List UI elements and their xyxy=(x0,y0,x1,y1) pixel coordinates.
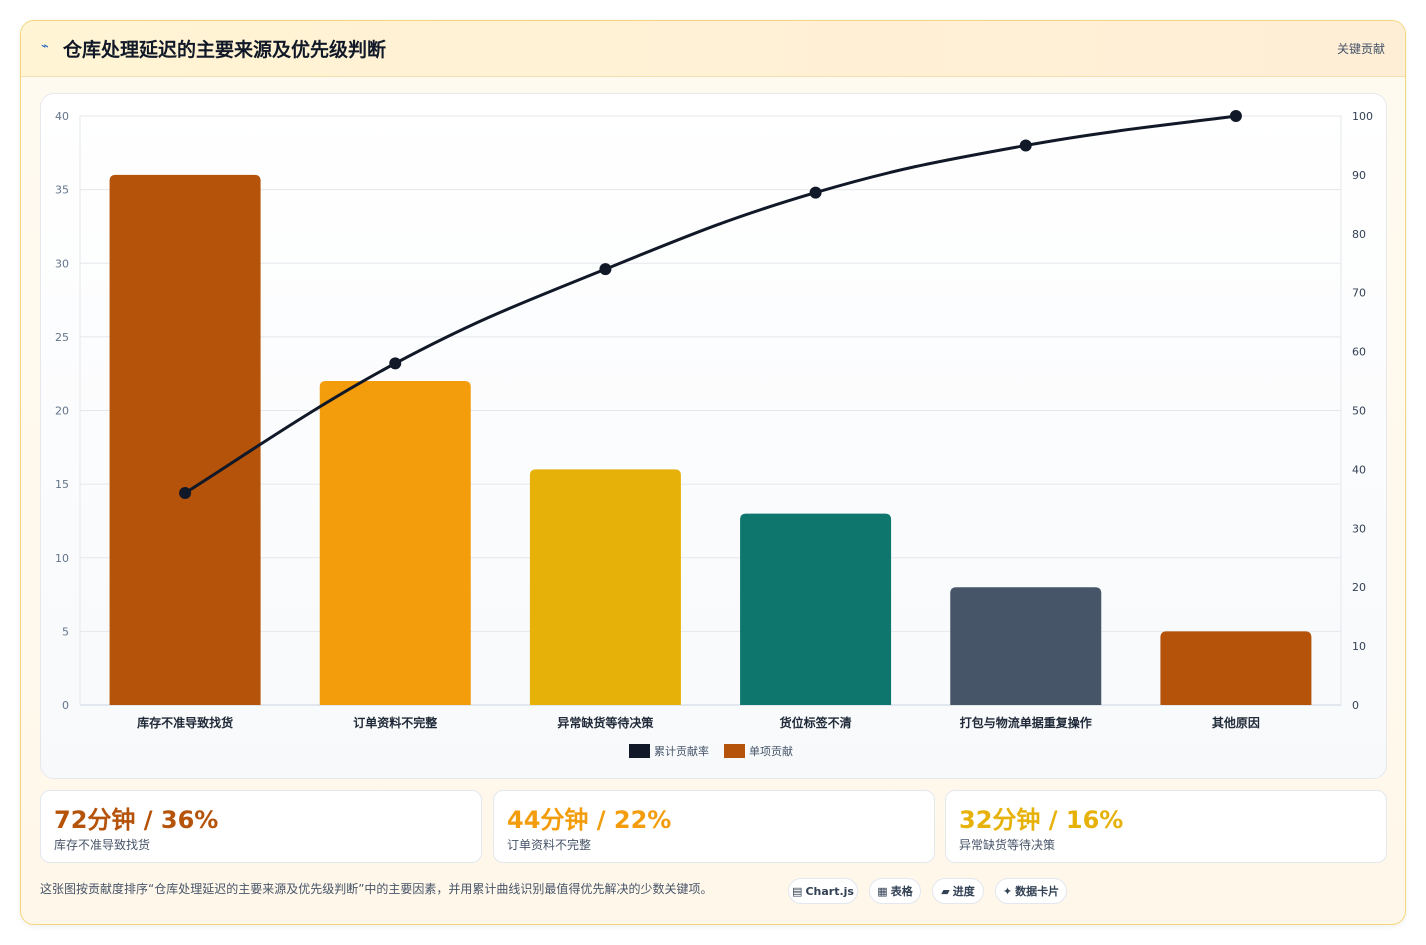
line-point xyxy=(389,357,402,370)
legend-swatch xyxy=(629,744,650,758)
stat-label: 库存不准导致找货 xyxy=(54,838,151,852)
chip-label: 数据卡片 xyxy=(1015,885,1060,898)
pareto-chart: 0 5 10 15 20 25 30 35 40 0 10 20 30 40 50 60 70 80 90 100 库存… xyxy=(55,110,1373,758)
y2-tick-label: 30 xyxy=(1352,522,1366,535)
bar xyxy=(1160,631,1312,705)
stat-value: 72分钟 / 36% xyxy=(54,806,219,834)
sparkle-icon: ✦ xyxy=(1002,884,1013,898)
table-icon: ▦ xyxy=(877,884,888,898)
progress-icon: ▰ xyxy=(941,884,950,898)
y2-tick-label: 50 xyxy=(1352,405,1366,418)
bar xyxy=(740,513,892,705)
y2-tick-label: 10 xyxy=(1352,640,1366,653)
stat-label: 异常缺货等待决策 xyxy=(959,838,1056,852)
y-tick-label: 35 xyxy=(55,184,69,197)
x-tick-label: 其他原因 xyxy=(1212,715,1260,730)
y2-tick-label: 70 xyxy=(1352,287,1366,300)
bar xyxy=(950,587,1102,705)
y2-tick-label: 0 xyxy=(1352,699,1359,712)
chip-label: 表格 xyxy=(890,885,913,898)
chip-data-card[interactable]: ✦ 数据卡片 xyxy=(995,878,1067,904)
y2-tick-label: 100 xyxy=(1352,110,1373,123)
chart-icon: ▤ xyxy=(792,884,803,898)
y-tick-label: 10 xyxy=(55,552,69,565)
stat-label: 订单资料不完整 xyxy=(507,838,592,852)
y-tick-label: 40 xyxy=(55,110,69,123)
footnote: 这张图按贡献度排序“仓库处理延迟的主要来源及优先级判断”中的主要因素，并用累计曲… xyxy=(40,882,713,896)
line-point xyxy=(179,486,192,499)
line-point xyxy=(599,263,612,276)
chip-chartjs[interactable]: ▤ Chart.js xyxy=(788,878,858,904)
x-tick-label: 打包与物流单据重复操作 xyxy=(960,715,1092,730)
header-right-label: 关键贡献 xyxy=(1336,42,1385,56)
y-tick-label: 20 xyxy=(55,405,69,418)
dashboard-card: ⌁ 仓库处理延迟的主要来源及优先级判断 关键贡献 0 5 10 15 20 25 30 35 4… xyxy=(20,20,1406,925)
stat-card-1: 72分钟 / 36% 库存不准导致找货 xyxy=(40,790,482,863)
y-tick-label: 15 xyxy=(55,478,69,491)
bar xyxy=(529,469,681,705)
y-tick-label: 30 xyxy=(55,257,69,270)
x-tick-label: 订单资料不完整 xyxy=(353,715,437,730)
y2-tick-label: 80 xyxy=(1352,228,1366,241)
chip-progress[interactable]: ▰ 进度 xyxy=(932,878,984,904)
legend-swatch xyxy=(724,744,745,758)
stat-value: 44分钟 / 22% xyxy=(507,806,672,834)
y2-tick-label: 60 xyxy=(1352,346,1366,359)
y2-tick-label: 40 xyxy=(1352,463,1366,476)
line-point xyxy=(809,186,822,199)
chip-label: Chart.js xyxy=(805,884,854,898)
legend-label: 累计贡献率 xyxy=(654,744,709,758)
stat-card-2: 44分钟 / 22% 订单资料不完整 xyxy=(493,790,935,863)
line-point xyxy=(1019,139,1032,152)
chip-label: 进度 xyxy=(952,885,975,898)
stat-card-3: 32分钟 / 16% 异常缺货等待决策 xyxy=(945,790,1387,863)
y2-tick-label: 90 xyxy=(1352,169,1366,182)
chart-panel: 0 5 10 15 20 25 30 35 40 0 10 20 30 40 50 60 70 80 90 100 库存… xyxy=(40,93,1387,779)
card-header: ⌁ 仓库处理延迟的主要来源及优先级判断 关键贡献 xyxy=(21,21,1405,77)
legend-label: 单项贡献 xyxy=(749,744,793,758)
cumulative-line xyxy=(184,114,1237,495)
y-tick-label: 0 xyxy=(62,699,69,712)
stat-value: 32分钟 / 16% xyxy=(959,806,1124,834)
line-point xyxy=(1229,110,1242,122)
chip-table[interactable]: ▦ 表格 xyxy=(869,878,921,904)
x-tick-label: 库存不准导致找货 xyxy=(137,715,233,730)
y2-tick-label: 20 xyxy=(1352,581,1366,594)
y-tick-label: 5 xyxy=(62,625,69,638)
y-tick-label: 25 xyxy=(55,331,69,344)
x-tick-label: 货位标签不清 xyxy=(780,715,852,730)
x-tick-label: 异常缺货等待决策 xyxy=(557,715,654,730)
bar xyxy=(319,381,471,705)
bar xyxy=(109,174,261,705)
page-title: 仓库处理延迟的主要来源及优先级判断 xyxy=(63,39,387,61)
lightning-icon: ⌁ xyxy=(41,39,49,54)
